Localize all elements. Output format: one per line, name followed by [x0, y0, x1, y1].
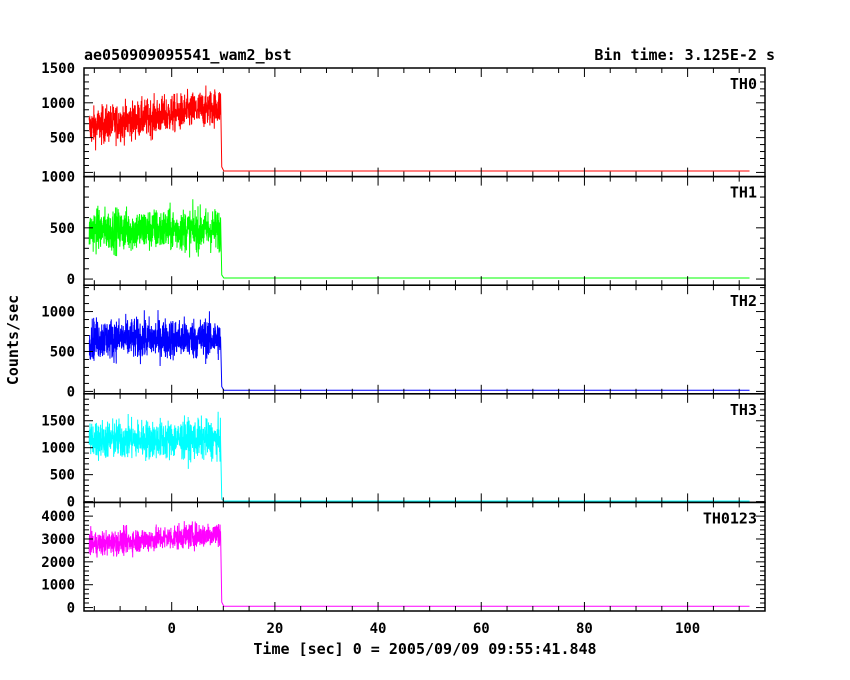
y-tick-label: 1000: [41, 96, 75, 112]
panel-label-th2: TH2: [730, 292, 757, 310]
y-tick-label: 1500: [41, 61, 75, 77]
chart-title: ae050909095541_wam2_bst: [84, 46, 292, 64]
panel-label-th1: TH1: [730, 184, 757, 202]
x-tick-label: 60: [473, 621, 490, 637]
panel-frame-th0123: [83, 501, 766, 612]
series-line-th1: [88, 199, 750, 279]
y-tick-label: 1000: [41, 170, 75, 186]
panels-group: TH050010001500TH105001000TH205001000TH30…: [41, 61, 766, 637]
y-tick-label: 1500: [41, 414, 75, 430]
y-tick-label: 1000: [41, 441, 75, 457]
series-line-th2: [88, 310, 750, 391]
x-axis-label: Time [sec] 0 = 2005/09/09 09:55:41.848: [253, 640, 596, 658]
y-tick-label: 4000: [41, 509, 75, 525]
x-tick-label: 80: [576, 621, 593, 637]
y-tick-label: 500: [50, 468, 75, 484]
series-line-th0123: [88, 521, 750, 607]
y-axis-label: Counts/sec: [4, 295, 22, 385]
bin-time-label: Bin time: 3.125E-2 s: [594, 46, 775, 64]
y-tick-label: 500: [50, 344, 75, 360]
y-tick-label: 0: [67, 384, 75, 400]
series-line-th0: [88, 85, 750, 172]
panel-label-th3: TH3: [730, 401, 757, 419]
panel-label-th0: TH0: [730, 75, 757, 93]
x-tick-label: 40: [370, 621, 387, 637]
series-line-th3: [88, 411, 750, 502]
y-tick-label: 500: [50, 131, 75, 147]
x-tick-label: 20: [266, 621, 283, 637]
y-tick-label: 2000: [41, 555, 75, 571]
y-tick-label: 1000: [41, 305, 75, 321]
panel-label-th0123: TH0123: [703, 509, 757, 527]
y-tick-label: 0: [67, 495, 75, 511]
y-tick-label: 500: [50, 221, 75, 237]
x-tick-label: 100: [675, 621, 700, 637]
y-tick-label: 0: [67, 272, 75, 288]
panel-frame-th0: [83, 67, 766, 178]
y-tick-label: 1000: [41, 578, 75, 594]
x-tick-label: 0: [167, 621, 175, 637]
y-tick-label: 3000: [41, 532, 75, 548]
y-tick-label: 0: [67, 601, 75, 617]
